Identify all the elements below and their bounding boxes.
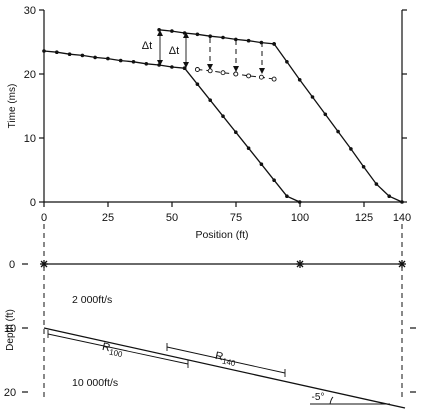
series-3-point-6 — [349, 147, 353, 151]
series-1-point-3 — [221, 114, 225, 118]
x-tick-label-140: 140 — [393, 212, 411, 224]
series-1-point-0 — [182, 66, 187, 70]
series-1-point-6 — [259, 162, 264, 166]
depth-tick-label-20: 20 — [4, 387, 16, 399]
series-2-point-7 — [246, 38, 251, 43]
series-4-point-6 — [271, 76, 277, 82]
series-1-point-9 — [297, 200, 302, 204]
series-1-point-1 — [195, 82, 200, 86]
series-3-point-7 — [361, 165, 366, 169]
delta-t-arrows — [157, 30, 265, 74]
series-1-point-7 — [272, 178, 276, 182]
series-3-point-1 — [285, 60, 289, 64]
series-1-point-5 — [246, 146, 251, 150]
upper-layer-velocity: 2 000ft/s — [72, 294, 112, 306]
series-0-point-9 — [157, 63, 161, 67]
series-4-point-2 — [220, 70, 226, 76]
position-axis-label: Position (ft) — [195, 229, 248, 241]
r100-bracket — [47, 330, 189, 368]
series-0-point-0 — [42, 49, 46, 53]
r100-label: R100 — [101, 341, 125, 359]
series-4-point-5 — [258, 74, 264, 80]
geophone-star-100 — [296, 260, 304, 268]
series-1-point-4 — [234, 130, 238, 134]
series-0-point-8 — [144, 62, 149, 66]
depth-tick-label-0: 0 — [9, 259, 15, 271]
y-tick-label-10: 10 — [24, 133, 36, 145]
r140-label: R140 — [214, 350, 238, 368]
x-tick-label-125: 125 — [355, 212, 373, 224]
delta-t-label-1: Δt — [142, 40, 152, 52]
x-tick-label-25: 25 — [102, 212, 114, 224]
series-3-point-9 — [387, 194, 392, 198]
series-3-point-8 — [374, 182, 379, 186]
series-2-line — [159, 29, 275, 45]
x-tick-label-50: 50 — [166, 212, 178, 224]
series-3-point-2 — [297, 78, 302, 82]
series-3-point-3 — [310, 95, 315, 99]
series-3-point-4 — [323, 112, 328, 117]
series-4-point-1 — [207, 68, 213, 74]
x-tick-label-0: 0 — [41, 212, 47, 224]
delta-t-label-2: Δt — [169, 45, 179, 57]
series-3-point-0 — [272, 42, 276, 46]
series-2-point-1 — [170, 29, 174, 33]
series-3-point-10 — [400, 200, 404, 204]
series-2-point-2 — [182, 31, 187, 35]
series-0-point-6 — [118, 58, 123, 63]
y-tick-label-0: 0 — [30, 197, 36, 209]
series-2-point-3 — [195, 32, 200, 37]
dip-angle-arc — [329, 396, 334, 405]
series-4-point-3 — [233, 71, 239, 77]
time-axis-label: Time (ms) — [7, 84, 18, 129]
series-2-point-5 — [221, 35, 225, 40]
series-0-point-10 — [170, 65, 174, 69]
shot-point-star — [40, 260, 48, 268]
series-0-point-7 — [131, 60, 136, 64]
series-4-point-4 — [246, 73, 252, 79]
y-tick-label-20: 20 — [24, 69, 36, 81]
dipping-interface — [43, 327, 406, 409]
depth-tick-label-10: 10 — [4, 323, 16, 335]
series-1-point-2 — [208, 98, 212, 102]
series-2-point-8 — [259, 40, 264, 45]
series-2-point-0 — [157, 28, 161, 32]
series-0-point-3 — [80, 53, 85, 58]
series-1-line — [184, 67, 300, 203]
travel-time-curves — [42, 28, 404, 204]
series-0-point-5 — [106, 56, 110, 61]
time-distance-plot: 0 10 20 30 0 25 50 75 100 125 140 Time (… — [7, 5, 411, 241]
series-3-line — [273, 43, 403, 203]
series-0-point-4 — [93, 55, 97, 60]
series-2-point-4 — [208, 34, 212, 38]
depth-section: 0 10 20 Depth (ft) -5° R100 R140 2 000ft… — [4, 259, 416, 409]
series-1-point-8 — [285, 194, 289, 198]
series-4-point-0 — [194, 67, 200, 72]
x-tick-label-75: 75 — [230, 212, 242, 224]
x-tick-label-100: 100 — [291, 212, 309, 224]
series-0-point-2 — [67, 52, 72, 56]
r140-bracket — [166, 343, 286, 377]
dip-angle-label: -5° — [312, 392, 325, 403]
y-tick-label-30: 30 — [24, 5, 36, 17]
series-2-point-6 — [234, 37, 238, 42]
series-0-line — [43, 50, 185, 69]
series-3-point-5 — [336, 129, 340, 134]
depth-axis-label: Depth (ft) — [5, 309, 16, 351]
lower-layer-velocity: 10 000ft/s — [72, 377, 118, 389]
series-0-point-1 — [55, 50, 59, 54]
geophone-star-140 — [398, 260, 406, 268]
